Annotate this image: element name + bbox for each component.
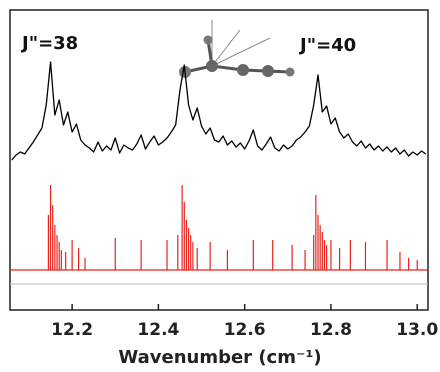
trace: [12, 62, 426, 160]
x-tick-label: 12.6: [224, 320, 266, 340]
x-tick-label: 12.4: [137, 320, 179, 340]
x-tick-label: 12.2: [51, 320, 93, 340]
molecule-diagram: [179, 20, 295, 78]
annotation: J"=38: [20, 33, 78, 54]
x-tick-label: 13.0: [396, 320, 438, 340]
x-axis-label: Wavenumber (cm⁻¹): [118, 347, 321, 368]
x-tick-label: 12.8: [310, 320, 352, 340]
chart: J"=38 J"=40 Wavenumber (cm⁻¹) 12.2 12.4 12…: [0, 0, 440, 372]
annotation: J"=40: [298, 35, 356, 56]
